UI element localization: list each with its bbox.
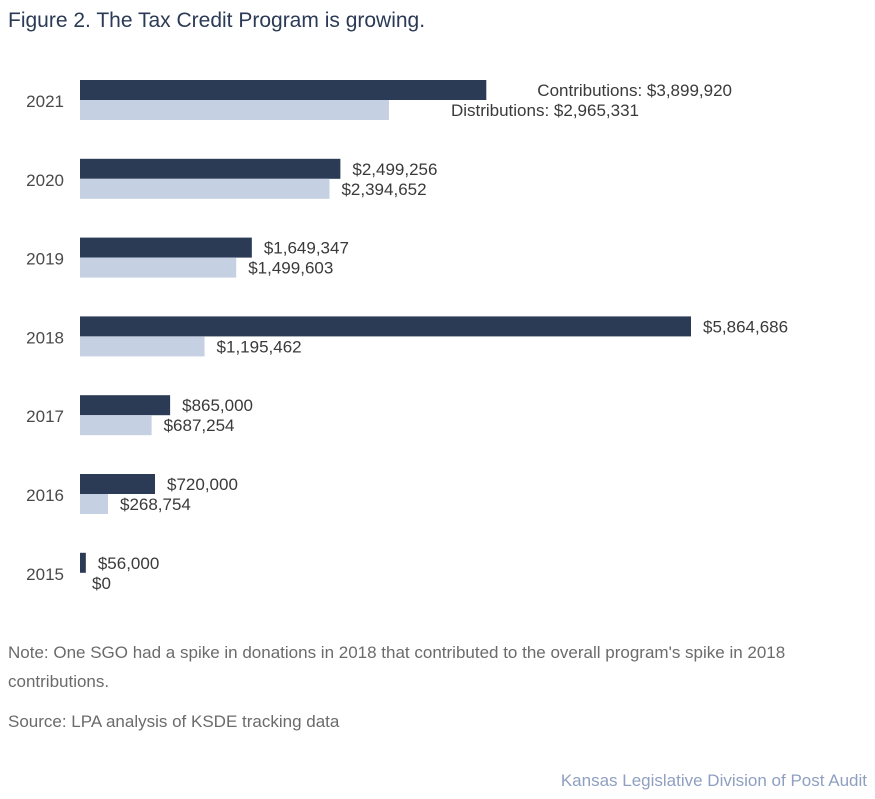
contributions-value-label: $865,000 (182, 396, 253, 415)
contributions-bar (80, 395, 171, 416)
contributions-bar (80, 80, 487, 100)
distributions-value-label: $2,394,652 (341, 180, 426, 199)
distributions-bar (80, 100, 389, 120)
distributions-bar (80, 415, 152, 436)
category-label: 2021 (26, 92, 64, 111)
contributions-bar (80, 158, 341, 179)
contributions-value-label: $1,649,347 (264, 239, 349, 258)
contributions-bar (80, 474, 156, 494)
distributions-value-label: $687,254 (164, 416, 235, 435)
category-label: 2018 (26, 328, 64, 347)
distributions-bar (80, 257, 237, 278)
distributions-value-label: $268,754 (120, 495, 191, 514)
category-label: 2019 (26, 250, 64, 269)
contributions-value-label: $5,864,686 (703, 317, 788, 336)
distributions-bar (80, 336, 205, 357)
contributions-bar (80, 237, 252, 258)
distributions-value-label: Distributions: $2,965,331 (451, 101, 639, 120)
category-label: 2017 (26, 407, 64, 426)
distributions-bar (80, 494, 108, 514)
category-label: 2020 (26, 171, 64, 190)
bar-chart: 2021 Contributions: $3,899,920Distributio… (26, 80, 788, 593)
category-label: 2015 (26, 565, 64, 584)
contributions-bar (80, 316, 691, 337)
chart-source: Source: LPA analysis of KSDE tracking da… (8, 712, 340, 731)
contributions-value-label: Contributions: $3,899,920 (537, 81, 732, 100)
chart-note: Note: One SGO had a spike in donations i… (8, 643, 786, 691)
category-label: 2016 (26, 486, 64, 505)
contributions-value-label: $56,000 (98, 554, 159, 573)
distributions-value-label: $0 (92, 574, 111, 593)
contributions-value-label: $720,000 (167, 475, 238, 494)
distributions-value-label: $1,195,462 (217, 337, 302, 356)
distributions-bar (80, 178, 330, 199)
agency-credit: Kansas Legislative Division of Post Audi… (560, 771, 867, 790)
distributions-value-label: $1,499,603 (248, 259, 333, 278)
figure-title: Figure 2. The Tax Credit Program is grow… (8, 9, 426, 32)
contributions-bar (80, 552, 86, 573)
contributions-value-label: $2,499,256 (352, 160, 437, 179)
